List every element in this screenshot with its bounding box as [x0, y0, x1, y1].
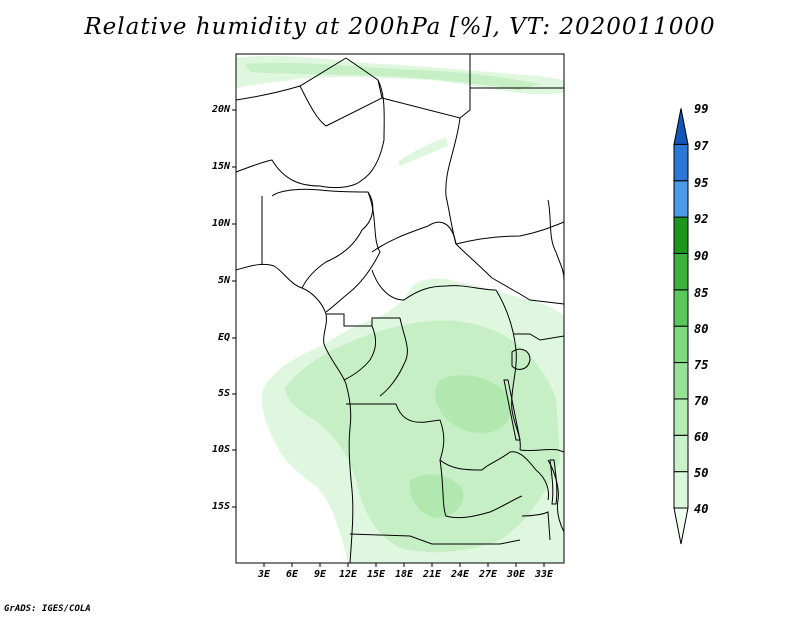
colorbar-segment-11: [673, 108, 689, 145]
colorbar-label-60: 60: [694, 430, 709, 444]
colorbar-label-70: 70: [694, 394, 709, 408]
lon-label-12e: 12E: [338, 569, 358, 580]
colorbar-label-50: 50: [694, 466, 709, 480]
border-sudan-ss: [455, 221, 564, 245]
lat-label-15s: 15S: [211, 501, 230, 512]
lat-label-15n: 15N: [211, 161, 230, 172]
coastline-west-africa: [236, 263, 354, 563]
border-ethiopia: [547, 199, 564, 281]
colorbar-segment-6: [673, 289, 689, 327]
colorbar-segment-0: [673, 507, 689, 545]
humidity-shading: [236, 55, 564, 563]
lat-label-20n: 20N: [211, 104, 230, 115]
border-angola-south: [349, 533, 521, 545]
colorbar-segment-1: [673, 471, 689, 509]
lat-ticks: [232, 109, 236, 508]
lake-tanganyika: [503, 379, 521, 441]
border-sahara-3: [361, 79, 385, 181]
colorbar-segment-8: [673, 216, 689, 254]
colorbar-segment-3: [673, 398, 689, 436]
border-cameroon: [325, 191, 381, 313]
border-zambia: [439, 459, 523, 519]
colorbar-label-95: 95: [694, 176, 709, 190]
lon-label-15e: 15E: [366, 569, 386, 580]
border-zambia-east: [481, 451, 549, 501]
border-car-south: [371, 269, 497, 301]
border-chad-sudan: [445, 117, 461, 245]
border-zimbabwe: [521, 511, 551, 541]
country-boundaries: [236, 54, 564, 563]
colorbar-label-40: 40: [694, 502, 709, 516]
colorbar-label-80: 80: [694, 322, 709, 336]
shade-south-core: [409, 474, 464, 518]
border-mali-niger: [236, 159, 363, 189]
lon-label-30e: 30E: [506, 569, 526, 580]
lon-label-27e: 27E: [478, 569, 498, 580]
colorbar-segment-7: [673, 252, 689, 291]
map-frame: [235, 53, 565, 564]
colorbar: [673, 108, 689, 545]
colorbar-label-97: 97: [694, 139, 709, 153]
colorbar-label-92: 92: [694, 212, 709, 226]
lat-label-10n: 10N: [211, 218, 230, 229]
border-malawi: [547, 459, 564, 533]
border-congo-west: [326, 313, 400, 327]
lon-label-6e: 6E: [285, 569, 299, 580]
colorbar-segment-9: [673, 180, 689, 218]
lat-label-eq: EQ: [217, 332, 230, 343]
border-nigeria: [271, 188, 374, 289]
border-car-north: [371, 221, 493, 279]
shade-main-core: [435, 375, 512, 434]
map-title: Relative humidity at 200hPa [%], VT: 202…: [84, 14, 716, 40]
border-drc-west: [379, 317, 408, 397]
lon-label-18e: 18E: [394, 569, 414, 580]
shade-main-mid: [285, 320, 560, 553]
lat-label-5s: 5S: [217, 388, 230, 399]
colorbar-label-90: 90: [694, 249, 709, 263]
colorbar-segment-4: [673, 362, 689, 400]
border-angola-drc: [346, 403, 483, 471]
border-drc-east: [495, 289, 521, 451]
lon-label-33e: 33E: [534, 569, 554, 580]
border-tanzania: [519, 448, 564, 453]
lon-label-24e: 24E: [450, 569, 470, 580]
lake-malawi: [549, 459, 558, 505]
colorbar-label-75: 75: [694, 358, 709, 372]
lake-victoria: [511, 348, 531, 370]
colorbar-segment-5: [673, 325, 689, 364]
border-uganda: [514, 333, 564, 341]
border-sahara-1: [236, 57, 347, 101]
lon-label-9e: 9E: [313, 569, 327, 580]
lat-label-10s: 10S: [211, 444, 230, 455]
grads-credit: GrADS: IGES/COLA: [4, 604, 91, 614]
shade-north-streak: [398, 138, 448, 166]
border-sudan-east: [491, 277, 564, 305]
colorbar-label-85: 85: [694, 286, 709, 300]
lon-label-21e: 21E: [422, 569, 442, 580]
colorbar-label-99: 99: [694, 102, 709, 116]
lat-label-5n: 5N: [217, 275, 230, 286]
border-niger-chad: [381, 54, 471, 119]
lon-label-3e: 3E: [257, 569, 271, 580]
lon-ticks: [263, 563, 545, 567]
border-congo-b: [343, 325, 377, 381]
colorbar-segment-2: [673, 434, 689, 473]
colorbar-segment-10: [673, 143, 689, 182]
shade-north-band-core: [245, 62, 540, 90]
border-sahara-2: [299, 57, 383, 127]
